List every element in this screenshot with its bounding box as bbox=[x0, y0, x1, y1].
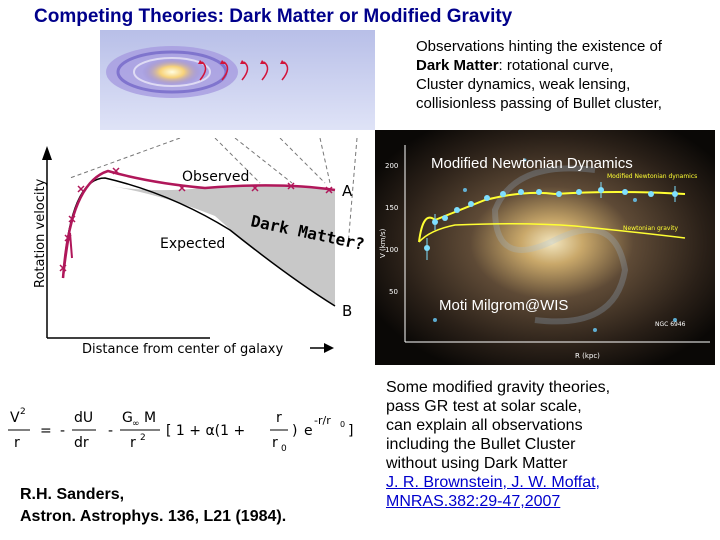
eq-close: ) bbox=[292, 423, 297, 439]
mg-line-5: without using Dark Matter bbox=[386, 455, 568, 472]
eq-bracket: [ 1 + α(1 + bbox=[166, 423, 245, 439]
eq-r2: r bbox=[130, 435, 136, 451]
obs-line-3: Cluster dynamics, weak lensing, bbox=[416, 76, 631, 93]
brownstein-moffat-link[interactable]: J. R. Brownstein, J. W. Moffat, bbox=[386, 474, 600, 491]
eq-minus2: - bbox=[108, 423, 113, 439]
observed-markers bbox=[59, 167, 333, 272]
mnras-link[interactable]: MNRAS.382:29-47,2007 bbox=[386, 493, 561, 510]
eq-sq2: 2 bbox=[140, 433, 146, 443]
point-b-label: B bbox=[342, 302, 352, 320]
obs-line-2: Dark Matter: rotational curve, bbox=[416, 56, 716, 75]
expected-label: Expected bbox=[160, 236, 225, 252]
newtonian-curve bbox=[418, 222, 686, 243]
legend-mond: Modified Newtonian dynamics bbox=[607, 173, 697, 180]
x-axis-arrow bbox=[324, 343, 334, 353]
eq-v: V bbox=[10, 410, 20, 426]
mond-x-label: R (kpc) bbox=[575, 352, 600, 360]
mg-line-2: pass GR test at solar scale, bbox=[386, 398, 582, 415]
eq-sq: 2 bbox=[20, 407, 26, 417]
eq-r: r bbox=[14, 435, 20, 451]
obs-line-2-rest: : rotational curve, bbox=[498, 57, 614, 74]
observed-label: Observed bbox=[182, 169, 249, 185]
y-tick: 200 bbox=[385, 162, 398, 170]
galaxy-illustration bbox=[100, 30, 375, 130]
y-tick: 50 bbox=[389, 288, 398, 296]
sanders-reference: R.H. Sanders, Astron. Astrophys. 136, L2… bbox=[20, 484, 286, 528]
dark-matter-bold: Dark Matter bbox=[416, 57, 499, 74]
observed-curve bbox=[61, 169, 336, 279]
mond-curve bbox=[418, 191, 686, 243]
mg-line-1: Some modified gravity theories, bbox=[386, 379, 611, 396]
eq-du: dU bbox=[74, 410, 93, 426]
dark-matter-region bbox=[110, 185, 335, 306]
mg-line-3: can explain all observations bbox=[386, 417, 583, 434]
mond-title: Modified Newtonian Dynamics bbox=[431, 155, 633, 172]
mond-credit: Moti Milgrom@WIS bbox=[439, 297, 568, 314]
dashed-line bbox=[69, 138, 181, 179]
ref-line-2: Astron. Astrophys. 136, L21 (1984). bbox=[20, 508, 287, 525]
mond-data-points bbox=[424, 187, 678, 251]
modified-gravity-text: Some modified gravity theories, pass GR … bbox=[386, 378, 716, 511]
mond-galaxy-plot: 200 150 100 50 V (km/s) R (kpc) NGC 6946… bbox=[375, 130, 715, 365]
mg-line-4: including the Bullet Cluster bbox=[386, 436, 576, 453]
y-tick: 100 bbox=[385, 246, 398, 254]
modified-gravity-equation: V 2 r = - dU dr - G ∞ M r 2 [ 1 + α(1 + … bbox=[8, 407, 353, 454]
eq-close-bracket: ] bbox=[348, 423, 353, 439]
obs-line-1: Observations hinting the existence of bbox=[416, 38, 662, 55]
eq-minus1: - bbox=[60, 423, 65, 439]
ref-line-1: R.H. Sanders, bbox=[20, 486, 125, 503]
dashed-line bbox=[214, 138, 261, 184]
y-axis-label: Rotation velocity bbox=[33, 178, 48, 288]
eq-m: M bbox=[144, 410, 156, 426]
dashed-line bbox=[279, 138, 326, 184]
eq-equals: = bbox=[40, 423, 52, 439]
eq-exp0: 0 bbox=[340, 420, 345, 429]
eq-e: e bbox=[304, 423, 313, 439]
dashed-line bbox=[234, 138, 293, 184]
dashed-line bbox=[319, 138, 331, 184]
mond-y-label: V (km/s) bbox=[379, 228, 387, 258]
obs-line-4: collisionless passing of Bullet cluster, bbox=[416, 95, 662, 112]
eq-zero: 0 bbox=[281, 444, 287, 454]
rotation-curve-plot: Observed Expected A B Distance from cent… bbox=[33, 138, 365, 357]
galaxy-name: NGC 6946 bbox=[655, 321, 686, 328]
eq-r-num: r bbox=[276, 410, 282, 426]
x-axis-label: Distance from center of galaxy bbox=[82, 342, 283, 357]
page-title: Competing Theories: Dark Matter or Modif… bbox=[34, 6, 513, 27]
y-axis-arrow bbox=[42, 146, 52, 160]
eq-g: G bbox=[122, 410, 133, 426]
point-a-label: A bbox=[342, 182, 353, 200]
observations-text: Observations hinting the existence of Da… bbox=[416, 37, 716, 113]
eq-exp: -r/r bbox=[314, 414, 331, 427]
y-tick: 150 bbox=[385, 204, 398, 212]
legend-newton: Newtonian gravity bbox=[623, 225, 678, 232]
eq-inf: ∞ bbox=[132, 419, 140, 429]
eq-r-den: r bbox=[272, 435, 278, 451]
eq-dr: dr bbox=[74, 435, 89, 451]
